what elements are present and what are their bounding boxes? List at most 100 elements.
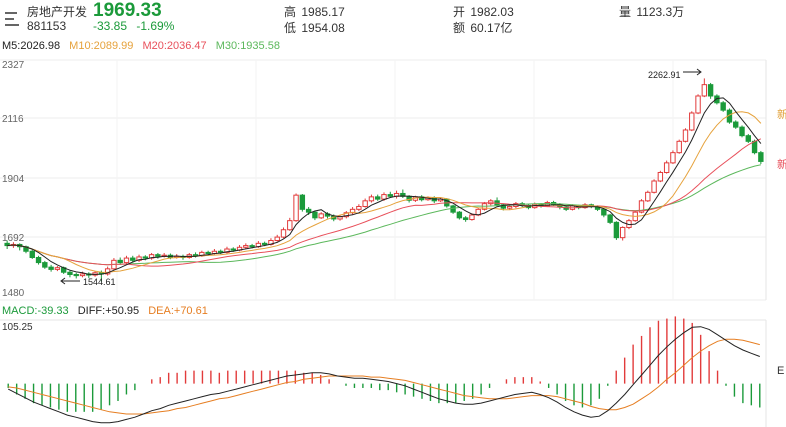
candle-body: [249, 245, 255, 248]
candle-body: [469, 214, 475, 221]
candle-body: [733, 121, 739, 128]
stat-volume-label: 量: [619, 5, 632, 19]
candle-body: [758, 152, 764, 162]
menu-icon[interactable]: [4, 8, 20, 30]
stat-amount-label: 额: [453, 21, 466, 35]
low-arrow-head: [60, 277, 66, 285]
stat-open: 开 1982.03: [453, 3, 514, 20]
candle-body: [29, 250, 35, 258]
right-side-tags: 新 新 E: [777, 107, 786, 377]
candle-body: [645, 191, 651, 202]
change-value: -33.85: [93, 19, 128, 33]
candle-body: [638, 200, 645, 213]
stock-name: 房地产开发: [27, 5, 88, 19]
ma5-line: [7, 97, 762, 275]
candle-body: [35, 256, 42, 264]
ma20-legend: M20:2036.47: [142, 40, 207, 52]
candle-body: [155, 254, 161, 257]
candles: [4, 78, 764, 282]
candle-body: [506, 205, 513, 209]
candle-body: [48, 266, 54, 270]
y-tick-label: 1692: [2, 233, 25, 244]
ma30-legend: M30:1935.58: [215, 40, 280, 52]
candle-body: [142, 256, 149, 259]
candle-body: [274, 236, 280, 241]
candle-body: [613, 221, 620, 239]
candle-body: [695, 95, 701, 114]
low-annotation: 1544.61: [83, 277, 116, 287]
y-tick-label: 2116: [2, 114, 24, 125]
candle-body: [362, 200, 368, 207]
candle-body: [224, 248, 230, 253]
candle-body: [450, 205, 456, 213]
high-arrow-head: [696, 68, 702, 76]
candle-body: [349, 208, 356, 214]
candle-body: [682, 129, 689, 142]
candle-body: [701, 84, 708, 97]
candle-body: [356, 205, 362, 210]
price-annotations: 2262.91 1544.61: [60, 68, 702, 287]
candle-body: [488, 200, 494, 205]
candle-body: [67, 271, 73, 275]
candle-body: [73, 273, 79, 277]
candle-body: [243, 245, 249, 248]
stat-high: 高 1985.17: [284, 3, 345, 20]
candle-body: [368, 196, 375, 202]
change-percent: -1.69%: [136, 19, 175, 33]
candle-body: [670, 152, 676, 164]
candle-body: [751, 140, 758, 154]
quote-header: 房地产开发 881153 1969.33 -33.85 -1.69% 高 198…: [0, 0, 786, 38]
candle-body: [619, 226, 626, 239]
stat-open-label: 开: [453, 5, 466, 19]
diff-legend: DIFF:+50.95: [77, 305, 140, 317]
candle-body: [651, 180, 657, 193]
stat-amount: 额 60.17亿: [453, 19, 512, 36]
side-tag-mid: 新: [777, 157, 786, 171]
stat-volume: 量 1123.3万: [619, 3, 684, 20]
stat-low-label: 低: [284, 21, 297, 35]
candle-body: [312, 211, 318, 219]
ma20-line: [7, 138, 762, 267]
stat-high-label: 高: [284, 5, 297, 19]
price-change: -33.85 -1.69%: [93, 19, 174, 33]
ma-legend: M5:2026.98 M10:2089.99 M20:2036.47 M30:1…: [2, 40, 286, 52]
stock-code: 881153: [27, 19, 67, 33]
macd-panel: [7, 316, 761, 424]
stat-amount-value: 60.17亿: [470, 21, 513, 35]
candle-body: [607, 214, 613, 223]
candle-body: [123, 257, 130, 264]
candle-body: [462, 217, 469, 221]
stat-open-value: 1982.03: [470, 5, 514, 19]
candle-body: [739, 126, 745, 137]
candle-body: [136, 256, 142, 261]
candle-body: [293, 194, 299, 222]
candle-body: [117, 259, 123, 264]
high-annotation: 2262.91: [648, 70, 681, 80]
candle-body: [745, 135, 751, 142]
candle-body: [79, 273, 86, 277]
ma10-legend: M10:2089.99: [69, 40, 134, 52]
ma10-line: [7, 111, 762, 273]
candle-body: [707, 84, 714, 97]
candle-body: [456, 211, 463, 219]
candle-body: [657, 171, 664, 182]
y-tick-label: 2327: [2, 60, 25, 71]
side-tag-top: 新: [777, 107, 786, 121]
candle-body: [343, 212, 350, 218]
candle-body: [663, 162, 670, 173]
candle-body: [387, 194, 393, 197]
candle-body: [714, 95, 720, 104]
macd-legend: MACD:-39.33 DIFF:+50.95 DEA:+70.61: [2, 305, 214, 317]
ma5-legend: M5:2026.98: [2, 40, 61, 52]
stat-low: 低 1954.08: [284, 19, 345, 36]
dea-line: [8, 338, 760, 415]
candle-body: [230, 248, 236, 251]
candle-body: [261, 242, 268, 245]
dea-legend: DEA:+70.61: [148, 305, 208, 317]
candle-body: [54, 267, 61, 270]
candle-body: [500, 204, 507, 209]
candle-body: [305, 208, 312, 213]
candle-body: [42, 262, 48, 268]
current-price: 1969.33: [93, 0, 162, 21]
